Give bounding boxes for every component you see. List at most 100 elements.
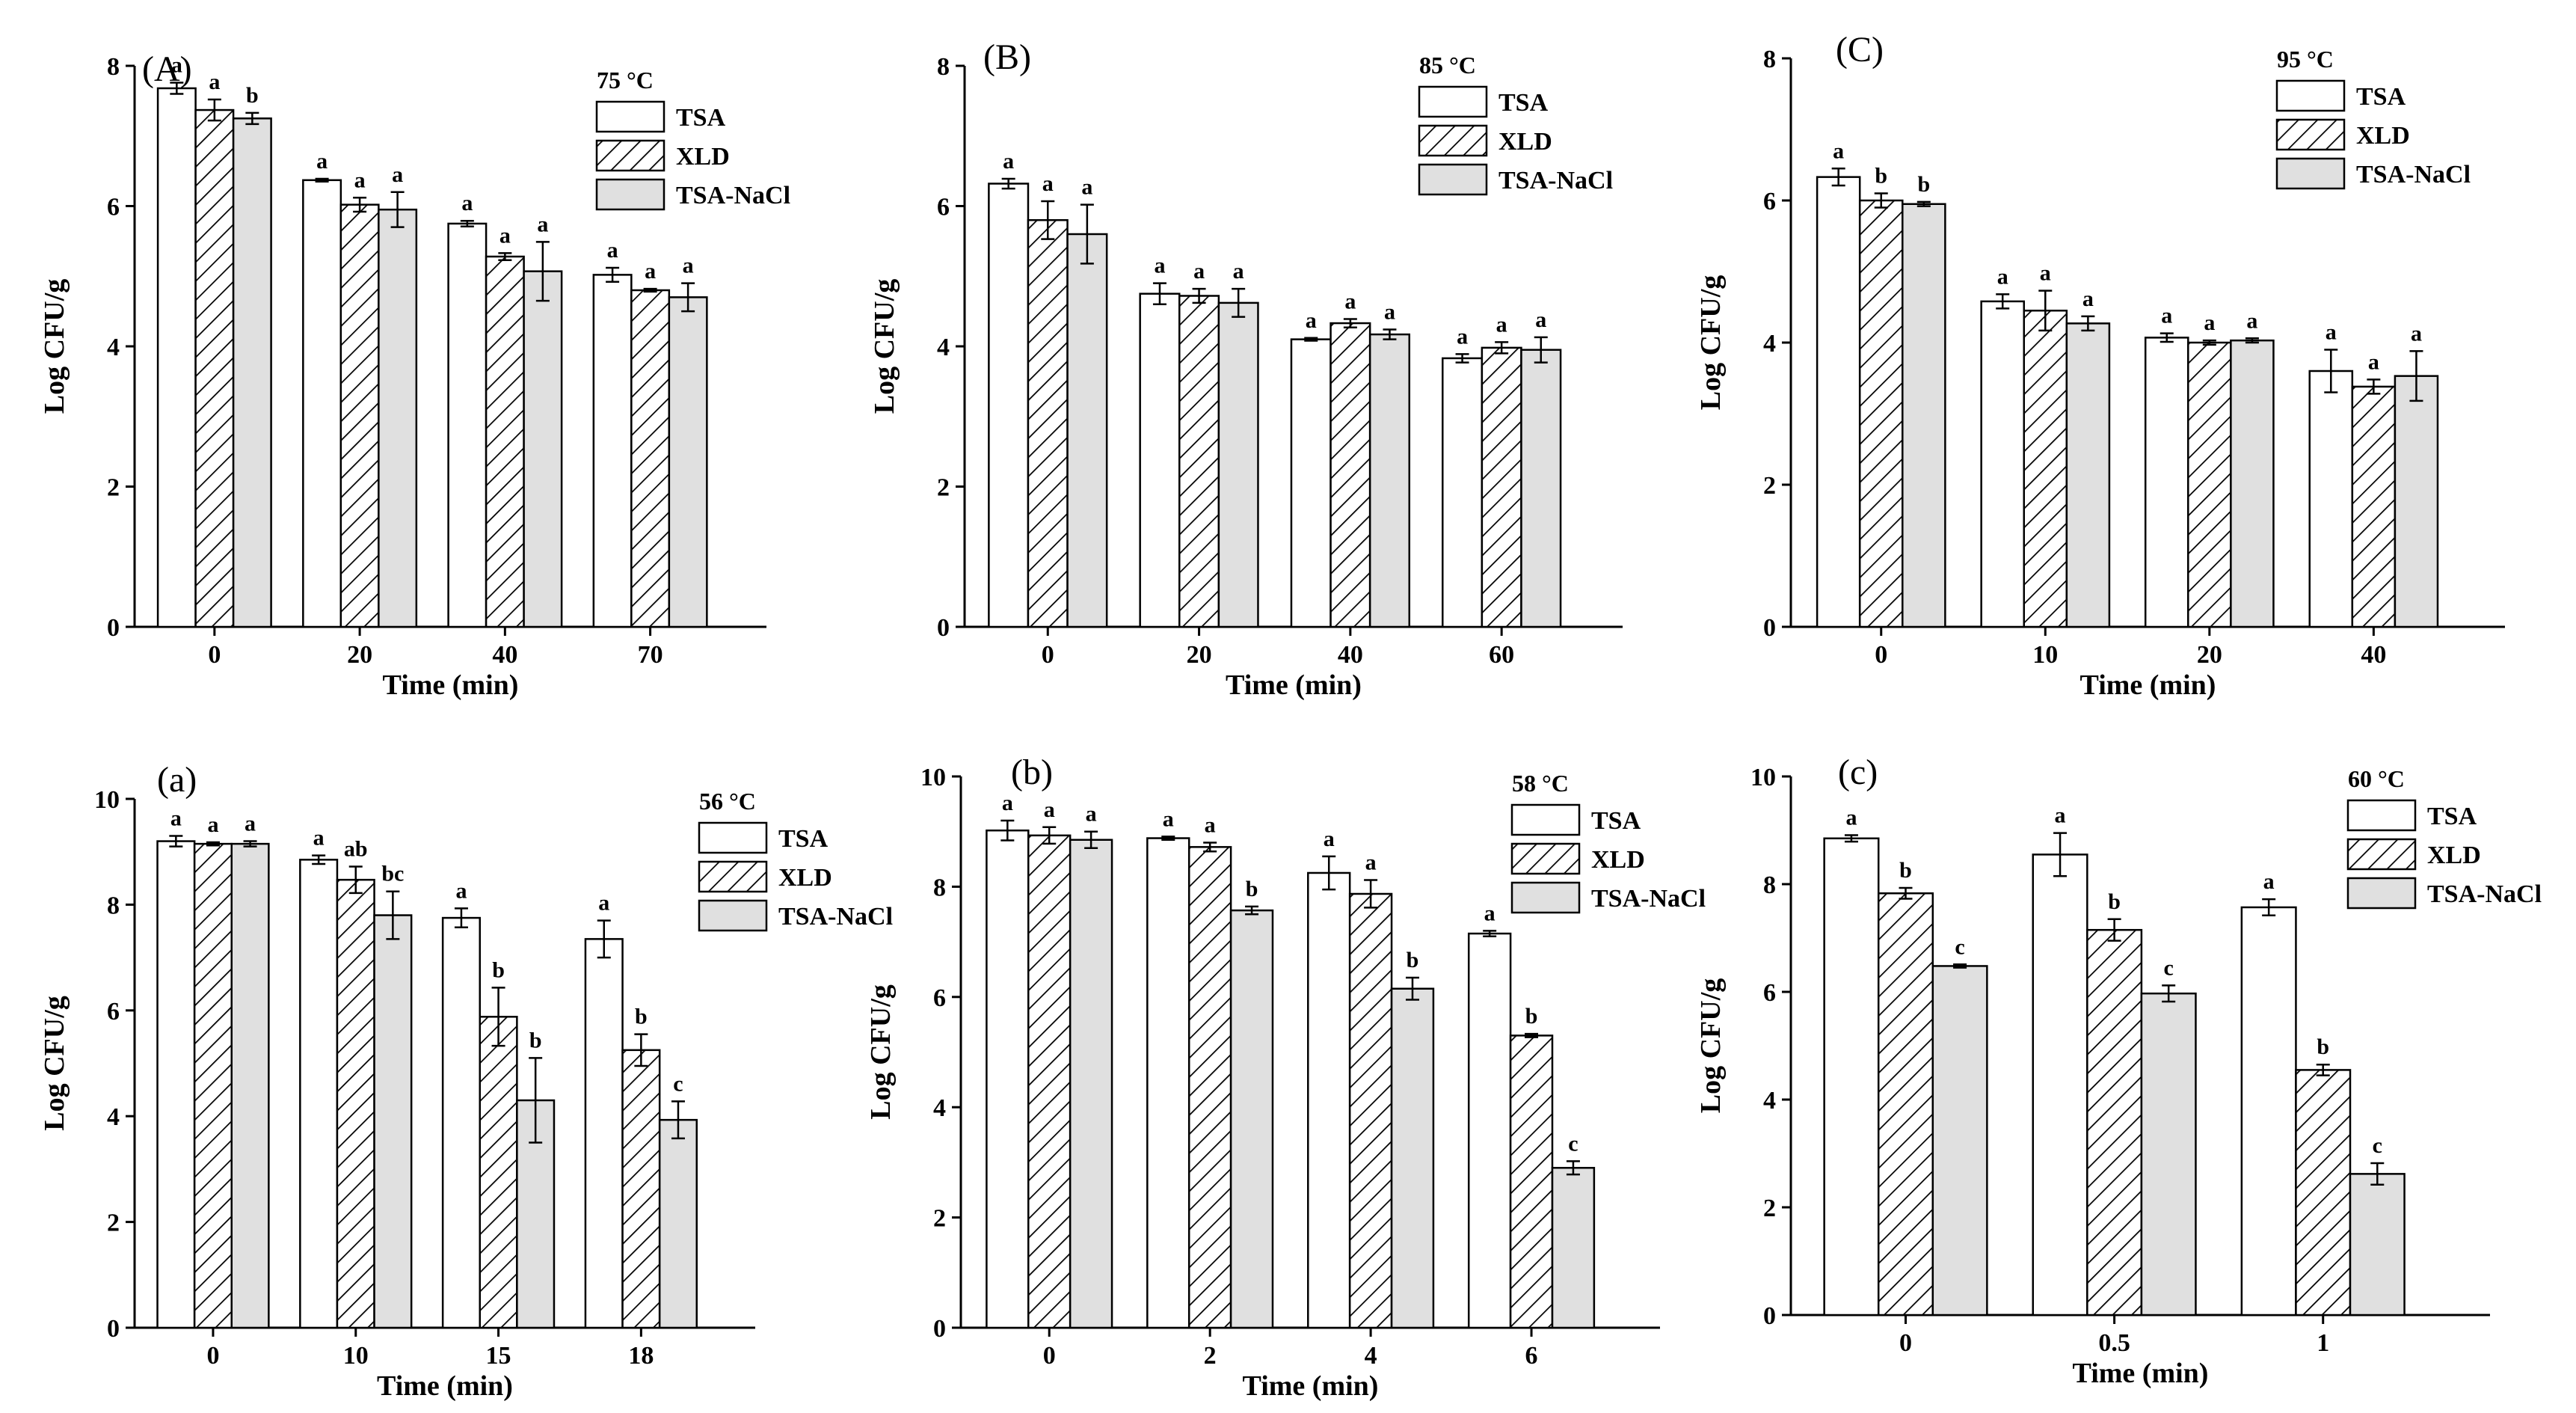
x-axis-label: Time (min) bbox=[2073, 1358, 2209, 1389]
significance-letter: a bbox=[1997, 264, 2008, 289]
bar-tsa bbox=[2032, 853, 2088, 1317]
y-tick-label: 0 bbox=[933, 1315, 946, 1343]
significance-letter: b bbox=[1917, 172, 1930, 197]
legend-label: TSA bbox=[676, 104, 726, 132]
x-tick-label: 0 bbox=[208, 641, 221, 669]
x-tick-label: 1 bbox=[2317, 1329, 2329, 1357]
x-tick-label: 0.5 bbox=[2098, 1329, 2130, 1357]
y-tick-label: 8 bbox=[1763, 871, 1776, 899]
significance-letter: a bbox=[1324, 827, 1335, 851]
bar-tsa-nacl bbox=[378, 208, 418, 628]
significance-letter: b bbox=[1899, 858, 1912, 883]
significance-letter: a bbox=[2161, 304, 2172, 328]
y-tick-label: 2 bbox=[1763, 472, 1776, 500]
legend-swatch bbox=[1510, 842, 1581, 875]
significance-letter: a bbox=[2411, 321, 2422, 346]
y-tick-label: 8 bbox=[107, 892, 120, 919]
legend-label: XLD bbox=[1591, 846, 1645, 874]
significance-letter: a bbox=[171, 53, 182, 78]
bar-xld bbox=[1481, 346, 1522, 628]
y-tick-label: 8 bbox=[1763, 46, 1776, 73]
y-tick-label: 6 bbox=[937, 194, 950, 221]
x-tick-label: 6 bbox=[1525, 1342, 1538, 1370]
y-tick-label: 8 bbox=[933, 874, 946, 901]
significance-letter: a bbox=[1457, 324, 1468, 349]
significance-letter: a bbox=[2204, 310, 2215, 335]
significance-letter: a bbox=[537, 212, 548, 236]
legend-label: TSA bbox=[1498, 89, 1549, 117]
x-tick-label: 18 bbox=[628, 1342, 654, 1370]
bar-tsa-nacl bbox=[1902, 203, 1946, 628]
legend-swatch bbox=[2275, 118, 2346, 151]
bar-xld bbox=[1330, 322, 1371, 628]
y-axis-label: Log CFU/g bbox=[39, 279, 70, 414]
x-tick-label: 10 bbox=[2032, 641, 2058, 669]
legend-label: XLD bbox=[778, 864, 832, 892]
bar-tsa bbox=[584, 938, 624, 1329]
x-tick-label: 40 bbox=[2361, 641, 2386, 669]
bar-xld bbox=[1027, 219, 1069, 628]
bar-xld bbox=[1178, 295, 1220, 628]
significance-letter: b bbox=[1407, 948, 1419, 972]
legend-label: TSA-NaCl bbox=[676, 182, 790, 209]
bar-tsa-nacl bbox=[2394, 375, 2439, 628]
legend-swatch bbox=[2275, 79, 2346, 112]
legend: 60 °C TSA XLD TSA-NaCl bbox=[2346, 765, 2542, 910]
bar-tsa-nacl bbox=[1551, 1167, 1596, 1329]
y-tick-label: 10 bbox=[920, 764, 946, 791]
x-tick-label: 15 bbox=[486, 1342, 511, 1370]
bar-xld bbox=[630, 289, 671, 628]
bar-xld bbox=[193, 842, 233, 1329]
legend-label: TSA bbox=[1591, 807, 1641, 835]
bar-tsa bbox=[1980, 300, 2025, 628]
significance-letter: bc bbox=[381, 862, 404, 886]
bar-xld bbox=[1187, 846, 1232, 1329]
bar-xld bbox=[2351, 385, 2397, 628]
bar-xld bbox=[621, 1049, 661, 1329]
legend-swatch bbox=[1510, 881, 1581, 914]
significance-letter: a bbox=[1002, 791, 1013, 815]
significance-letter: b bbox=[1246, 877, 1258, 901]
legend-title: 58 °C bbox=[1512, 770, 1569, 797]
legend-swatch bbox=[698, 899, 768, 932]
panel-title: (B) bbox=[983, 37, 1031, 77]
significance-letter: a bbox=[683, 254, 694, 278]
legend: 85 °C TSA XLD TSA-NaCl bbox=[1418, 52, 1613, 196]
significance-letter: a bbox=[2263, 869, 2275, 894]
significance-letter: a bbox=[1086, 802, 1097, 827]
bar-tsa-nacl bbox=[1229, 909, 1274, 1329]
legend-label: TSA-NaCl bbox=[778, 903, 893, 931]
legend-label: XLD bbox=[2427, 842, 2481, 869]
legend-label: TSA-NaCl bbox=[2356, 161, 2471, 188]
y-tick-label: 4 bbox=[1763, 1087, 1776, 1115]
legend: 95 °C TSA XLD TSA-NaCl bbox=[2275, 46, 2471, 190]
bar-tsa-nacl bbox=[2349, 1173, 2406, 1317]
significance-letter: b bbox=[246, 83, 259, 108]
panel-title: (C) bbox=[1836, 30, 1884, 70]
significance-letter: a bbox=[1163, 806, 1174, 831]
y-tick-label: 4 bbox=[933, 1094, 946, 1122]
significance-letter: a bbox=[354, 168, 366, 192]
significance-letter: a bbox=[598, 891, 609, 916]
significance-letter: a bbox=[1306, 308, 1317, 333]
bar-xld bbox=[479, 1016, 518, 1329]
y-tick-label: 6 bbox=[107, 998, 120, 1026]
bar-tsa bbox=[1823, 837, 1880, 1317]
significance-letter: a bbox=[2040, 261, 2051, 286]
bar-tsa bbox=[447, 222, 488, 628]
x-tick-label: 0 bbox=[1899, 1329, 1912, 1357]
legend-swatch bbox=[2346, 877, 2417, 910]
significance-letter: a bbox=[1003, 149, 1014, 174]
chart-panel: 0 2 4 6 8 a a a a a a a a b a a a 0 20 40 70 Time (min) Log CF… bbox=[39, 49, 790, 701]
significance-letter: c bbox=[2373, 1133, 2382, 1158]
significance-letter: a bbox=[1496, 312, 1507, 337]
legend-label: TSA bbox=[2427, 803, 2477, 830]
bar-tsa bbox=[1816, 176, 1861, 628]
legend: 56 °C TSA XLD TSA-NaCl bbox=[698, 788, 893, 932]
significance-letter: a bbox=[392, 162, 403, 187]
bar-xld bbox=[1858, 199, 1904, 628]
legend-swatch bbox=[595, 100, 665, 133]
legend-swatch bbox=[698, 821, 768, 854]
legend-swatch bbox=[698, 860, 768, 893]
